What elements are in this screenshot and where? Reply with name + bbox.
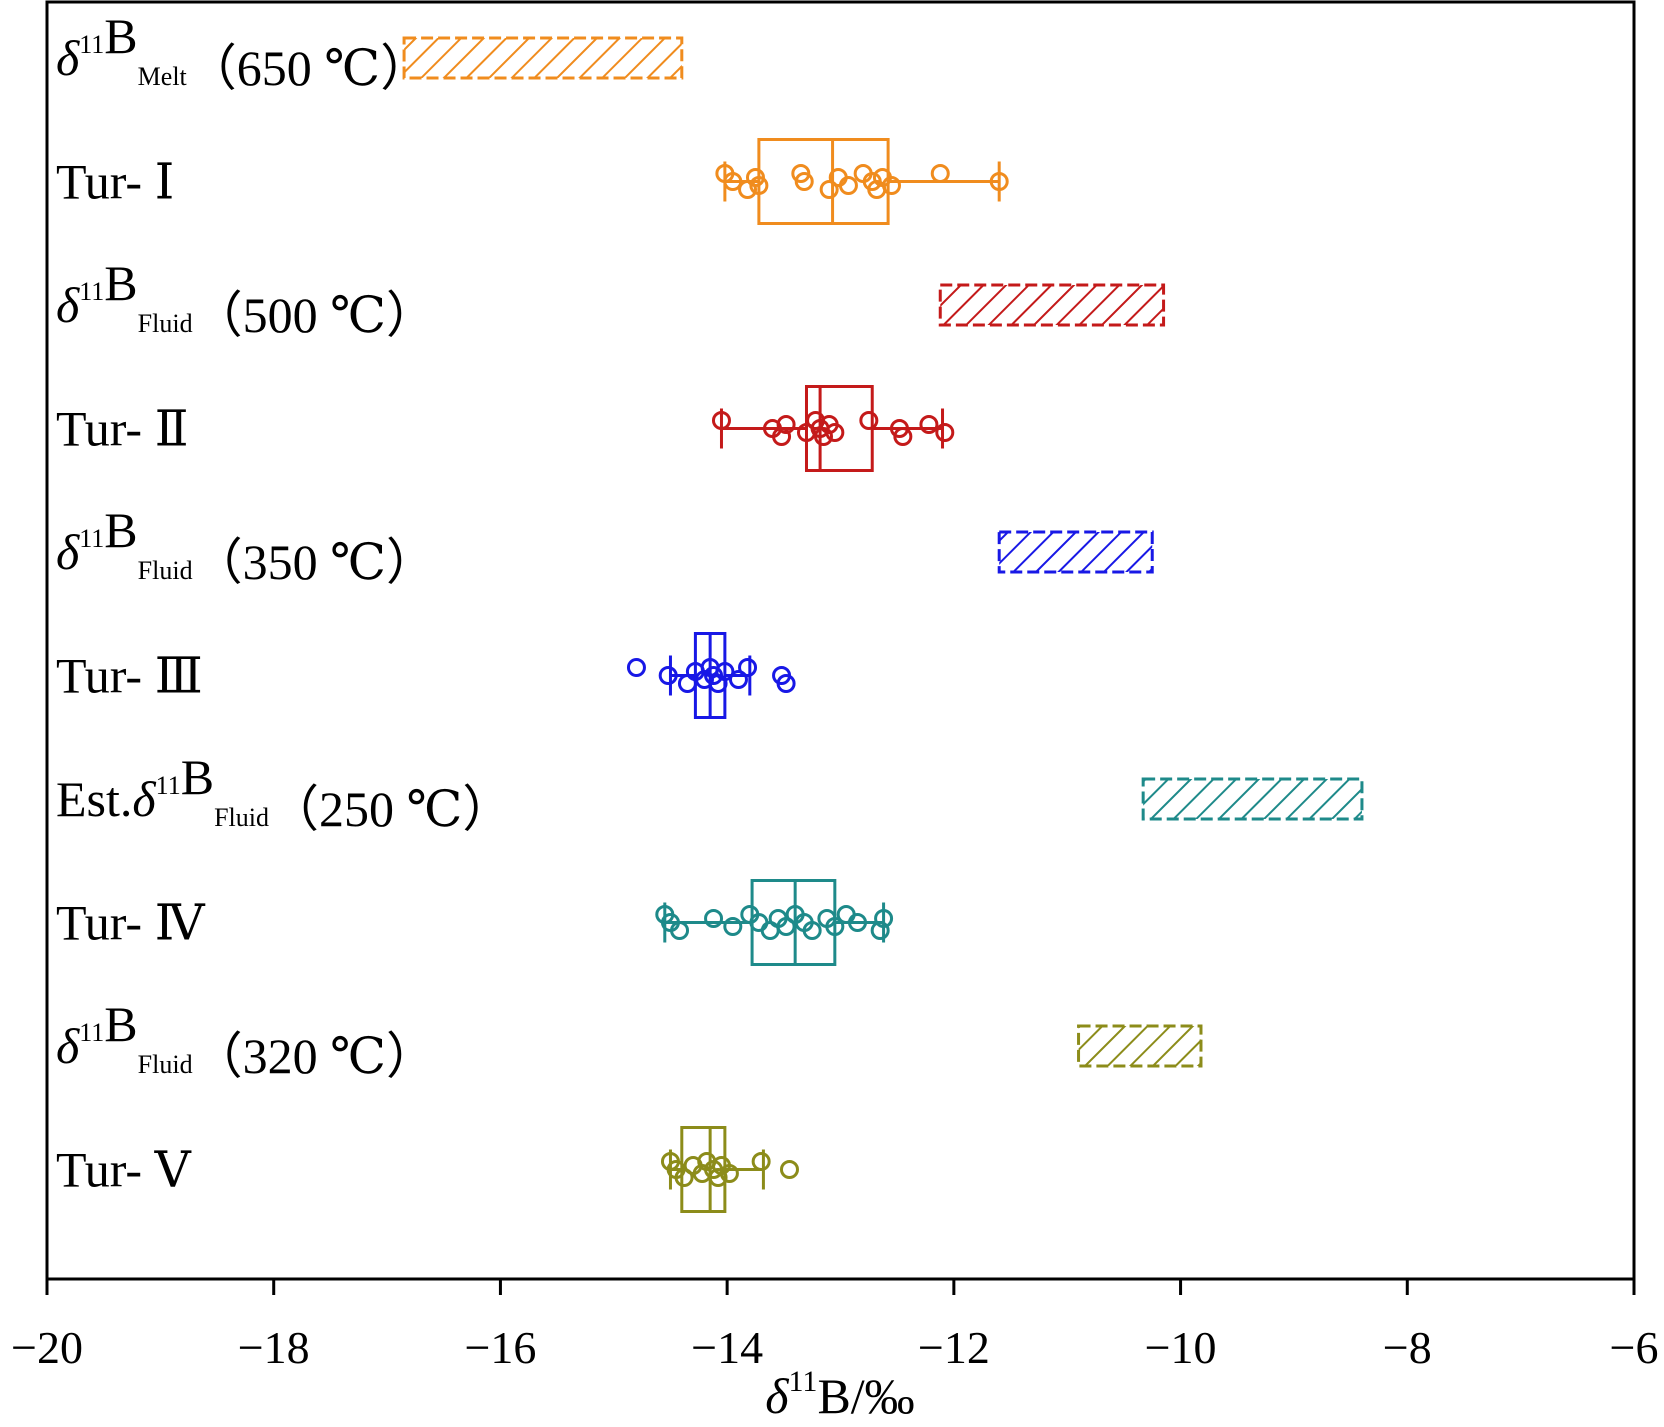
data-point: [838, 176, 858, 195]
plot-frame: [45, 0, 1636, 1281]
range-bar: [997, 530, 1154, 574]
range-row: δ11BMelt（650 ℃）: [56, 8, 684, 96]
data-point: [882, 176, 902, 195]
range-row: δ11BFluid（320 ℃）: [56, 996, 1203, 1084]
box-row: Tur- Ⅰ: [56, 138, 1009, 225]
x-tick-label: −10: [1145, 1322, 1217, 1373]
box-row: Tur- Ⅲ: [56, 632, 796, 719]
data-point: [711, 411, 731, 430]
data-point: [751, 1152, 771, 1171]
range-bar: [402, 36, 684, 80]
data-point: [719, 1164, 739, 1183]
data-point: [776, 415, 796, 434]
x-axis-ticks: −20 −18 −16 −14 −12 −10 −8 −6: [11, 1279, 1658, 1373]
data-point: [749, 176, 769, 195]
data-point: [723, 917, 743, 936]
range-row: Est.δ11BFluid（250 ℃）: [56, 749, 1364, 837]
row-label: δ11BFluid（500 ℃）: [56, 255, 436, 343]
row-label: Tur- Ⅳ: [56, 895, 206, 951]
data-point: [626, 658, 646, 677]
data-point: [670, 921, 690, 940]
x-tick-label: −14: [691, 1322, 763, 1373]
chart-rows: δ11BMelt（650 ℃） Tur- Ⅰ δ11BFluid（500 ℃） Tur…: [56, 8, 1364, 1213]
range-bar: [1077, 1024, 1203, 1068]
row-label: Tur- Ⅴ: [56, 1142, 192, 1198]
data-point: [825, 423, 845, 442]
row-label: Tur- Ⅰ: [56, 154, 174, 210]
x-tick-label: −20: [11, 1322, 83, 1373]
data-point: [674, 1168, 694, 1187]
data-point: [819, 180, 839, 199]
range-row: δ11BFluid（350 ℃）: [56, 502, 1154, 590]
x-tick-label: −6: [1610, 1322, 1659, 1373]
data-point: [779, 1160, 799, 1179]
box-row: Tur- Ⅳ: [56, 879, 894, 966]
data-point: [723, 172, 743, 191]
data-point: [802, 921, 822, 940]
row-label: Tur- Ⅱ: [56, 401, 189, 457]
iqr-box: [757, 138, 890, 225]
row-label: δ11BFluid（320 ℃）: [56, 996, 436, 1084]
data-point: [772, 427, 792, 446]
x-tick-label: −16: [464, 1322, 536, 1373]
range-row: δ11BFluid（500 ℃）: [56, 255, 1166, 343]
data-point: [715, 662, 735, 681]
data-point: [989, 172, 1009, 191]
data-point: [728, 670, 748, 689]
data-point: [848, 913, 868, 932]
data-point: [825, 917, 845, 936]
data-point: [930, 164, 950, 183]
data-point: [794, 172, 814, 191]
row-label: Est.δ11BFluid（250 ℃）: [56, 749, 512, 837]
box-row: Tur- Ⅴ: [56, 1126, 799, 1213]
data-point: [870, 921, 890, 940]
row-label: δ11BFluid（350 ℃）: [56, 502, 436, 590]
data-point: [919, 415, 939, 434]
data-point: [658, 666, 678, 685]
x-axis-title: δ11B/‰: [765, 1365, 914, 1424]
data-point: [708, 1168, 728, 1187]
data-point: [704, 909, 724, 928]
range-bar: [1141, 777, 1364, 821]
data-point: [738, 658, 758, 677]
data-point: [776, 674, 796, 693]
x-tick-label: −18: [238, 1322, 310, 1373]
data-point: [935, 423, 955, 442]
row-label: δ11BMelt（650 ℃）: [56, 8, 430, 96]
x-tick-label: −8: [1383, 1322, 1432, 1373]
data-point: [776, 917, 796, 936]
box-row: Tur- Ⅱ: [56, 385, 955, 472]
data-point: [859, 411, 879, 430]
data-point: [836, 905, 856, 924]
data-point: [874, 909, 894, 928]
data-point: [893, 427, 913, 446]
x-tick-label: −12: [918, 1322, 990, 1373]
row-label: Tur- Ⅲ: [56, 648, 203, 704]
range-bar: [938, 283, 1166, 327]
